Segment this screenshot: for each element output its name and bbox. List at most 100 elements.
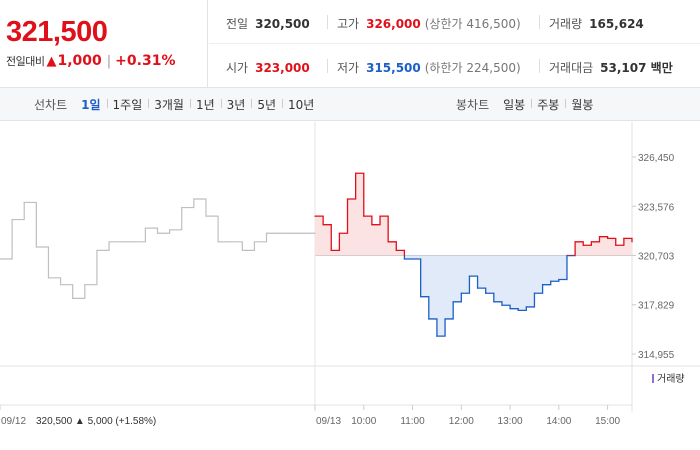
candle-chart-tabs: 봉차트 일봉 주봉 월봉 (456, 88, 599, 120)
data-point (411, 258, 414, 260)
x-tick-label: 10:00 (351, 416, 376, 427)
stat-value: 320,500 (255, 16, 310, 31)
stat-label: 거래대금 (549, 61, 594, 75)
stat-separator (327, 15, 328, 29)
y-tick-label: 314,955 (638, 350, 675, 361)
x-tick-label: 12:00 (449, 416, 474, 427)
data-point (355, 172, 357, 174)
tab-3y[interactable]: 3년 (220, 96, 252, 113)
data-point (205, 215, 207, 217)
stat-label: 저가 (337, 61, 360, 75)
data-point (623, 237, 625, 240)
data-point (444, 318, 446, 320)
data-point (541, 284, 544, 286)
data-point (485, 292, 487, 294)
tab-monthly-candle[interactable]: 월봉 (565, 96, 599, 113)
tab-3m[interactable]: 3개월 (148, 96, 190, 113)
x-tick-label: 09/12 (1, 416, 26, 427)
change-percent: +0.31% (115, 53, 176, 69)
chart-period-tabbar: 선차트 1일 1주일 3개월 1년 3년 5년 10년 봉차트 일봉 주봉 월봉 (0, 87, 700, 121)
data-point (452, 301, 454, 303)
data-point (96, 249, 98, 252)
data-point (253, 241, 256, 243)
data-point (598, 236, 601, 238)
change-separator: | (106, 53, 112, 69)
stat-value: 326,000 (366, 16, 421, 31)
data-point (314, 215, 316, 217)
tab-1y[interactable]: 1년 (189, 96, 221, 113)
data-point (550, 280, 552, 282)
tab-weekly-candle[interactable]: 주봉 (531, 96, 565, 113)
stat-amount: 거래대금 53,107 백만 (549, 59, 673, 76)
stat-sub: (하한가 224,500) (424, 61, 521, 75)
prev-day-close: 320,500 ▲ 5,000 (+1.58%) (36, 416, 156, 427)
data-point (387, 241, 389, 243)
up-area (315, 173, 632, 256)
tab-1w[interactable]: 1주일 (106, 96, 149, 113)
data-point (460, 292, 462, 294)
data-point (346, 198, 349, 200)
data-point (517, 309, 519, 311)
y-tick-label: 326,450 (638, 153, 675, 164)
line-chart-tabs: 선차트 1일 1주일 3개월 1년 3년 5년 10년 (34, 88, 320, 120)
y-tick-label: 317,829 (638, 301, 675, 312)
data-point (631, 241, 633, 243)
data-point (193, 198, 195, 200)
data-point (278, 232, 280, 234)
data-point (379, 215, 381, 217)
stat-high: 고가 326,000 (상한가 416,500) (337, 15, 521, 32)
down-area (404, 255, 576, 337)
data-point (322, 224, 324, 226)
tab-5y[interactable]: 5년 (251, 96, 282, 113)
x-tick-label: 15:00 (595, 416, 620, 427)
data-point (476, 287, 479, 289)
data-point (615, 244, 617, 246)
data-point (47, 277, 50, 279)
data-point (525, 306, 527, 308)
data-point (181, 206, 183, 209)
data-point (314, 232, 316, 234)
today-line-up (315, 172, 633, 256)
data-point (108, 241, 110, 243)
stat-separator (539, 59, 540, 73)
data-point (509, 308, 511, 310)
data-point (428, 318, 430, 320)
tab-daily-candle[interactable]: 일봉 (503, 97, 526, 112)
y-axis-ticks: 326,450 323,576 320,703 317,829 314,955 (632, 153, 675, 361)
x-tick-label: 11:00 (400, 416, 425, 427)
tab-1d[interactable]: 1일 (81, 97, 101, 112)
data-point (533, 292, 536, 294)
data-point (229, 241, 231, 243)
data-point (241, 249, 243, 252)
price-lines (0, 172, 633, 337)
data-point (493, 301, 495, 303)
data-point (144, 227, 146, 229)
stat-low: 저가 315,500 (하한가 224,500) (337, 59, 521, 76)
stat-label: 전일 (226, 17, 249, 31)
data-point (363, 215, 365, 217)
data-point (84, 284, 86, 286)
tab-10y[interactable]: 10년 (282, 96, 320, 113)
volume-legend-swatch (652, 374, 654, 383)
data-point (330, 249, 332, 252)
y-tick-label: 320,703 (638, 251, 675, 262)
volume-legend-label: 거래량 (657, 373, 685, 385)
data-point (35, 246, 37, 248)
y-tick-label: 323,576 (638, 202, 675, 213)
data-point (0, 258, 1, 260)
data-point (302, 232, 304, 234)
current-price: 321,500 (6, 16, 108, 48)
stat-value: 165,624 (589, 16, 644, 31)
line-chart-title: 선차트 (34, 97, 68, 112)
stat-value: 315,500 (366, 60, 421, 75)
data-point (72, 297, 74, 299)
data-point (436, 335, 438, 337)
area-fill (315, 173, 632, 337)
data-point (217, 241, 219, 243)
change-label: 전일대비 (6, 55, 45, 68)
price-change-row: 전일대비 ▲ 1,000 | +0.31% (6, 53, 175, 69)
current-price-panel: 321,500 전일대비 ▲ 1,000 | +0.31% (0, 0, 208, 87)
data-point (290, 232, 292, 234)
data-point (403, 258, 406, 260)
stat-separator (327, 59, 328, 73)
